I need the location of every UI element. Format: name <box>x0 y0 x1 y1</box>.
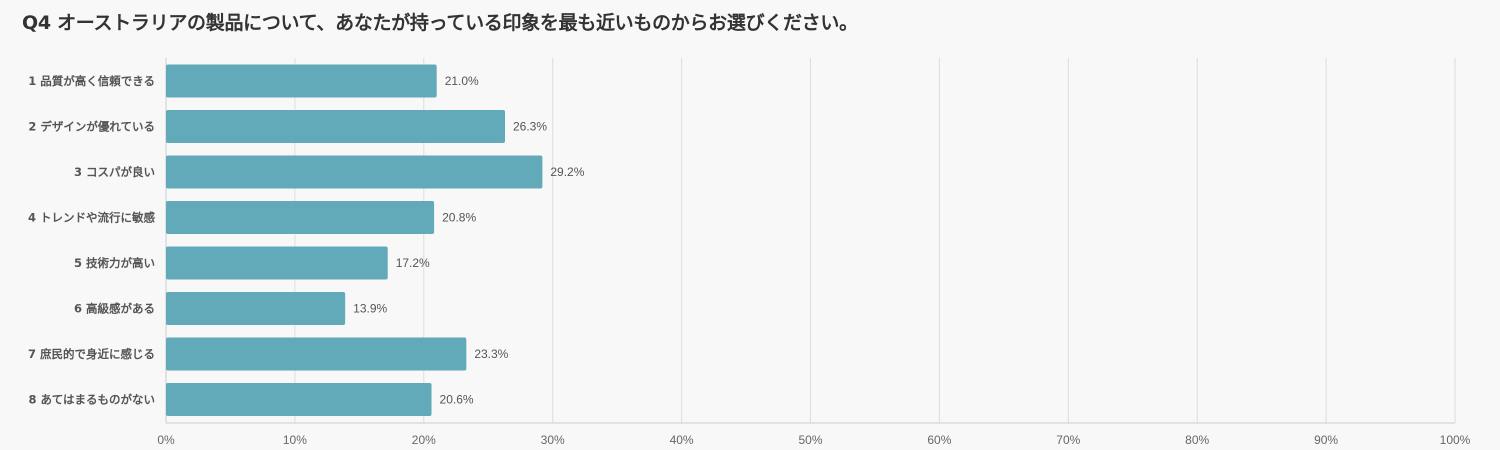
bar <box>166 246 388 280</box>
x-tick-label: 80% <box>1185 433 1209 447</box>
data-label: 20.8% <box>442 211 476 225</box>
bar <box>166 155 543 189</box>
x-tick-label: 40% <box>670 433 694 447</box>
chart-title: Q4 オーストラリアの製品について、あなたが持っている印象を最も近いものからお選… <box>22 12 858 34</box>
bar <box>166 383 432 416</box>
bars <box>166 64 543 416</box>
bar <box>166 64 437 98</box>
labels: 0% 10% 20% 30% 40% 50% 60% 70% 80% 90% 100% 1 品質が高く… <box>28 74 1471 447</box>
category-label: 2 デザインが優れている <box>28 120 155 134</box>
x-tick-label: 50% <box>798 433 822 447</box>
x-tick-label: 30% <box>541 433 565 447</box>
bar <box>166 110 506 143</box>
x-tick-label: 90% <box>1314 433 1338 447</box>
x-tick-label: 70% <box>1056 433 1080 447</box>
bar <box>166 337 467 371</box>
category-label: 1 品質が高く信頼できる <box>28 74 155 88</box>
x-tick-label: 20% <box>412 433 436 447</box>
bar <box>166 292 346 325</box>
category-label: 5 技術力が高い <box>74 256 155 270</box>
category-label: 3 コスパが良い <box>74 165 155 179</box>
category-label: 6 高級感がある <box>74 302 155 316</box>
data-label: 17.2% <box>396 256 430 270</box>
x-tick-label: 0% <box>157 433 175 447</box>
data-label: 23.3% <box>474 347 508 361</box>
data-label: 26.3% <box>513 120 547 134</box>
data-label: 20.6% <box>440 393 474 407</box>
category-label: 4 トレンドや流行に敏感 <box>28 211 156 225</box>
data-label: 29.2% <box>550 165 584 179</box>
bar <box>166 201 435 234</box>
category-label: 7 庶民的で身近に感じる <box>28 347 155 361</box>
data-label: 21.0% <box>445 74 479 88</box>
data-label: 13.9% <box>353 302 387 316</box>
category-label: 8 あてはまるものがない <box>28 393 155 407</box>
x-tick-label: 60% <box>927 433 951 447</box>
x-tick-label: 100% <box>1440 433 1471 447</box>
x-tick-label: 10% <box>283 433 307 447</box>
